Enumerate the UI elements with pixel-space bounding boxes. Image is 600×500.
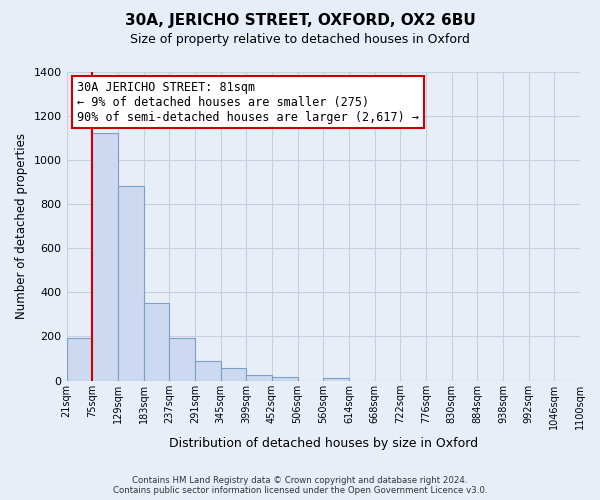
Y-axis label: Number of detached properties: Number of detached properties bbox=[15, 133, 28, 319]
Bar bbox=[323, 378, 349, 380]
Bar bbox=[67, 338, 92, 380]
Bar bbox=[118, 186, 143, 380]
X-axis label: Distribution of detached houses by size in Oxford: Distribution of detached houses by size … bbox=[169, 437, 478, 450]
Bar bbox=[92, 134, 118, 380]
Bar bbox=[272, 378, 298, 380]
Bar bbox=[246, 375, 272, 380]
Bar bbox=[221, 368, 246, 380]
Text: 30A JERICHO STREET: 81sqm
← 9% of detached houses are smaller (275)
90% of semi-: 30A JERICHO STREET: 81sqm ← 9% of detach… bbox=[77, 81, 419, 124]
Bar bbox=[195, 361, 221, 380]
Text: 30A, JERICHO STREET, OXFORD, OX2 6BU: 30A, JERICHO STREET, OXFORD, OX2 6BU bbox=[125, 12, 475, 28]
Bar bbox=[143, 304, 169, 380]
Text: Size of property relative to detached houses in Oxford: Size of property relative to detached ho… bbox=[130, 32, 470, 46]
Text: Contains HM Land Registry data © Crown copyright and database right 2024.
Contai: Contains HM Land Registry data © Crown c… bbox=[113, 476, 487, 495]
Bar bbox=[169, 338, 195, 380]
